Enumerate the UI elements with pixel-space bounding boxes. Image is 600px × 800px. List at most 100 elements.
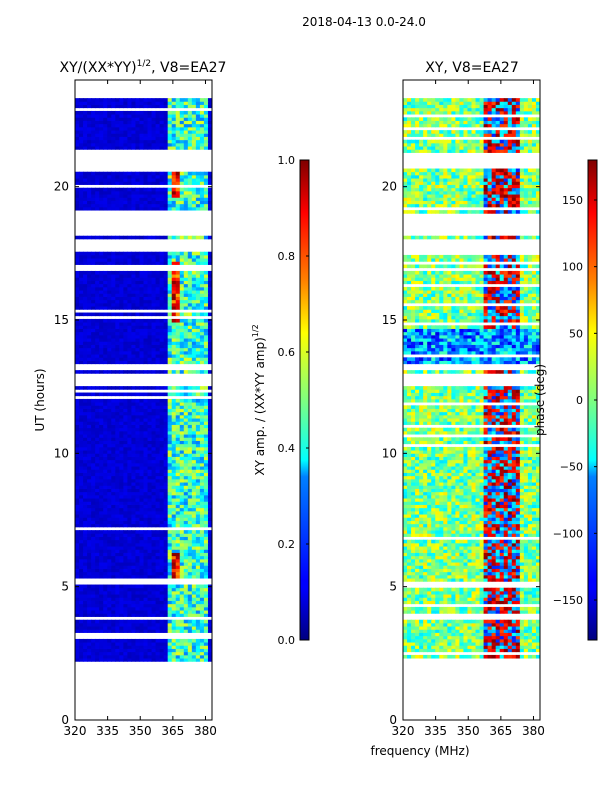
amplitude-heatmap-cell (155, 146, 161, 150)
phase-heatmap-cell (435, 632, 440, 637)
amplitude-heatmap-cell (143, 370, 149, 374)
amplitude-heatmap-cell (167, 136, 173, 141)
amplitude-heatmap-cell (139, 562, 145, 566)
amplitude-heatmap-cell (147, 542, 153, 547)
amplitude-heatmap-cell (203, 405, 209, 409)
amplitude-heatmap-cell (195, 622, 201, 627)
amplitude-heatmap-cell (87, 370, 92, 374)
amplitude-heatmap-cell (99, 498, 104, 502)
amplitude-heatmap-cell (107, 181, 112, 185)
amplitude-heatmap-cell (147, 328, 153, 333)
amplitude-heatmap-cell (99, 360, 104, 365)
amplitude-heatmap-cell (143, 318, 149, 323)
amplitude-heatmap-cell (199, 117, 205, 121)
amplitude-heatmap-cell (79, 482, 84, 486)
amplitude-heatmap-cell (95, 254, 100, 259)
amplitude-heatmap-cell (163, 200, 169, 205)
amplitude-heatmap-cell (79, 533, 84, 537)
amplitude-heatmap-cell (163, 613, 169, 617)
amplitude-heatmap-cell (83, 254, 88, 259)
amplitude-heatmap-cell (139, 405, 145, 409)
amplitude-heatmap-cell (167, 565, 173, 569)
amplitude-heatmap-cell (79, 629, 84, 633)
amplitude-heatmap-cell (183, 443, 189, 448)
amplitude-heatmap-cell (139, 654, 145, 659)
amplitude-heatmap-cell (199, 405, 205, 409)
amplitude-heatmap-cell (155, 475, 161, 480)
amplitude-heatmap-cell (119, 197, 124, 201)
amplitude-heatmap-cell (207, 648, 212, 653)
amplitude-heatmap-cell (75, 206, 80, 211)
amplitude-heatmap-cell (75, 648, 80, 653)
amplitude-heatmap-cell (131, 622, 137, 627)
amplitude-heatmap-cell (159, 491, 165, 496)
amplitude-heatmap-cell (179, 123, 185, 128)
phase-heatmap-cell (415, 638, 420, 643)
amplitude-heatmap-cell (83, 475, 88, 480)
amplitude-heatmap-cell (203, 536, 209, 541)
amplitude-heatmap-cell (155, 402, 161, 406)
amplitude-heatmap-cell (203, 494, 209, 499)
amplitude-heatmap-cell (163, 136, 169, 141)
amplitude-heatmap-cell (119, 622, 124, 627)
amplitude-heatmap-cell (183, 558, 189, 563)
amplitude-heatmap-cell (179, 546, 185, 550)
amplitude-heatmap-cell (179, 654, 185, 659)
amplitude-heatmap-cell (147, 200, 153, 205)
amplitude-heatmap-cell (83, 456, 88, 461)
amplitude-heatmap-cell (91, 658, 96, 662)
amplitude-heatmap-cell (163, 414, 169, 419)
amplitude-heatmap-cell (167, 546, 173, 550)
amplitude-heatmap-cell (155, 597, 161, 601)
amplitude-heatmap-cell (183, 117, 189, 121)
amplitude-heatmap-cell (135, 341, 141, 345)
figure-suptitle: 2018-04-13 0.0-24.0 (302, 15, 426, 29)
amplitude-heatmap-cell (163, 626, 169, 630)
amplitude-heatmap-cell (163, 654, 169, 659)
amplitude-heatmap-cell (103, 190, 108, 195)
amplitude-heatmap-cell (119, 453, 124, 457)
amplitude-heatmap-cell (171, 446, 177, 451)
amplitude-heatmap-cell (147, 299, 153, 304)
amplitude-heatmap-cell (199, 469, 205, 473)
amplitude-heatmap-cell (107, 600, 112, 605)
amplitude-heatmap-cell (203, 197, 209, 201)
amplitude-heatmap-cell (187, 472, 193, 477)
amplitude-heatmap-cell (99, 98, 104, 102)
amplitude-heatmap-cell (119, 533, 124, 537)
amplitude-heatmap-cell (151, 446, 157, 451)
amplitude-heatmap-cell (207, 117, 212, 121)
amplitude-heatmap-cell (139, 98, 145, 102)
amplitude-heatmap-cell (163, 117, 169, 121)
amplitude-heatmap-cell (191, 549, 197, 553)
amplitude-heatmap-cell (179, 331, 185, 336)
amplitude-heatmap-cell (115, 290, 120, 294)
amplitude-heatmap-cell (155, 456, 161, 461)
amplitude-heatmap-cell (103, 334, 108, 339)
amplitude-heatmap-cell (191, 482, 197, 486)
amplitude-heatmap-cell (175, 501, 181, 505)
amplitude-heatmap-cell (195, 354, 201, 358)
amplitude-heatmap-cell (159, 347, 165, 352)
amplitude-heatmap-cell (87, 187, 92, 192)
amplitude-heatmap-cell (95, 139, 100, 144)
amplitude-heatmap-cell (147, 530, 153, 534)
amplitude-heatmap-cell (79, 283, 84, 288)
amplitude-heatmap-cell (199, 235, 205, 240)
amplitude-heatmap-cell (111, 360, 116, 365)
amplitude-heatmap-cell (179, 645, 185, 649)
amplitude-heatmap-cell (155, 571, 161, 576)
amplitude-heatmap-cell (87, 546, 92, 550)
amplitude-heatmap-cell (171, 114, 177, 118)
amplitude-heatmap-cell (203, 619, 209, 624)
phase-heatmap-cell (519, 632, 525, 637)
amplitude-heatmap-cell (111, 466, 116, 470)
amplitude-heatmap-cell (103, 498, 108, 502)
amplitude-heatmap-cell (199, 274, 205, 278)
amplitude-heatmap-cell (203, 485, 209, 489)
amplitude-heatmap-cell (159, 651, 165, 656)
amplitude-heatmap-cell (83, 414, 88, 419)
amplitude-heatmap-cell (147, 645, 153, 649)
phase-heatmap-cell (423, 626, 428, 630)
phase-heatmap-cell (411, 654, 416, 659)
